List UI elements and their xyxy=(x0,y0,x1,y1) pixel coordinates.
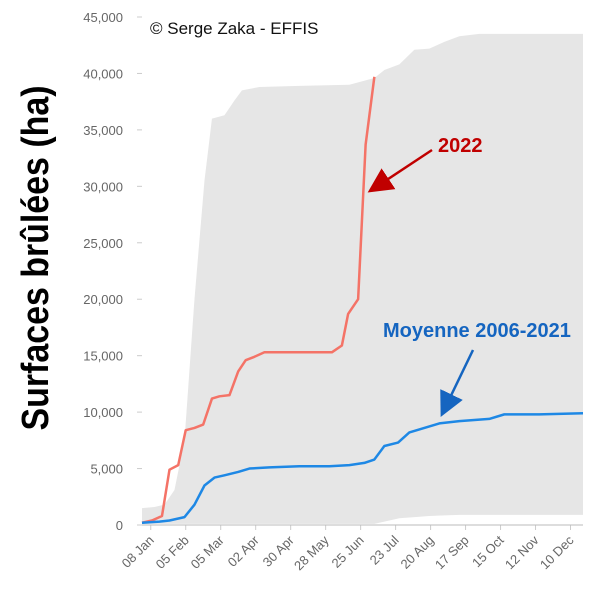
x-tick-label: 15 Oct xyxy=(469,532,507,570)
arrow xyxy=(367,148,433,193)
y-tick-label: 5,000 xyxy=(90,462,123,477)
y-tick-label: 15,000 xyxy=(83,349,123,364)
y-tick-label: 30,000 xyxy=(83,179,123,194)
x-tick-label: 28 May xyxy=(291,532,332,573)
y-tick-label: 10,000 xyxy=(83,405,123,420)
annotation: © Serge Zaka - EFFIS xyxy=(150,19,318,38)
x-tick-label: 17 Sep xyxy=(432,533,472,573)
x-tick-label: 10 Dec xyxy=(537,532,577,572)
x-tick-label: 08 Jan xyxy=(119,533,157,571)
y-tick-label: 20,000 xyxy=(83,292,123,307)
series-line xyxy=(141,411,584,524)
x-tick-label: 05 Mar xyxy=(188,532,228,572)
y-tick-label: 0 xyxy=(116,518,123,533)
y-axis-title: Surfaces brûlées (ha) xyxy=(15,86,57,431)
series-label: 2022 xyxy=(438,135,483,157)
x-tick-label: 25 Jun xyxy=(329,533,367,571)
range-band xyxy=(142,33,583,524)
x-tick-label: 12 Nov xyxy=(502,532,542,572)
x-tick-label: 05 Feb xyxy=(153,533,192,572)
series-line xyxy=(141,76,376,524)
series-label: Moyenne 2006-2021 xyxy=(383,320,571,342)
arrow xyxy=(440,349,475,418)
y-tick-label: 25,000 xyxy=(83,236,123,251)
y-tick-label: 40,000 xyxy=(83,66,123,81)
x-tick-label: 23 Jul xyxy=(367,532,402,567)
x-tick-label: 20 Aug xyxy=(397,533,436,572)
plot-area xyxy=(142,33,583,524)
x-tick-label: 02 Apr xyxy=(225,532,263,570)
y-tick-label: 45,000 xyxy=(83,10,123,25)
y-tick-label: 35,000 xyxy=(83,123,123,138)
